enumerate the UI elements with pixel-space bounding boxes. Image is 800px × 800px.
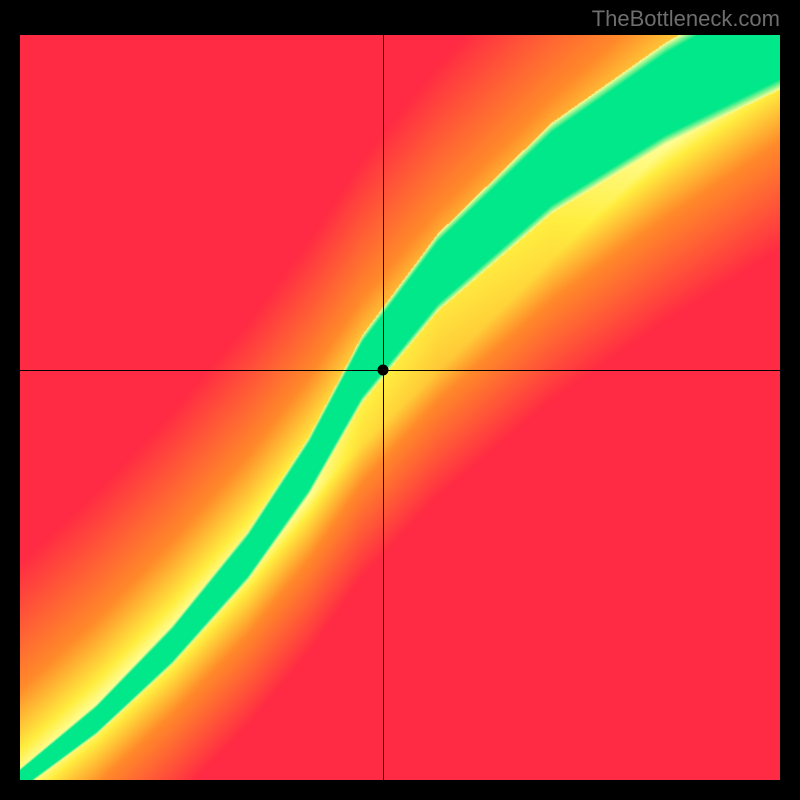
crosshair-horizontal	[20, 370, 780, 371]
watermark-text: TheBottleneck.com	[592, 6, 780, 32]
crosshair-vertical	[383, 35, 384, 780]
crosshair-marker	[377, 365, 388, 376]
chart-container: TheBottleneck.com	[0, 0, 800, 800]
heatmap-canvas	[20, 35, 780, 780]
plot-area	[20, 35, 780, 780]
